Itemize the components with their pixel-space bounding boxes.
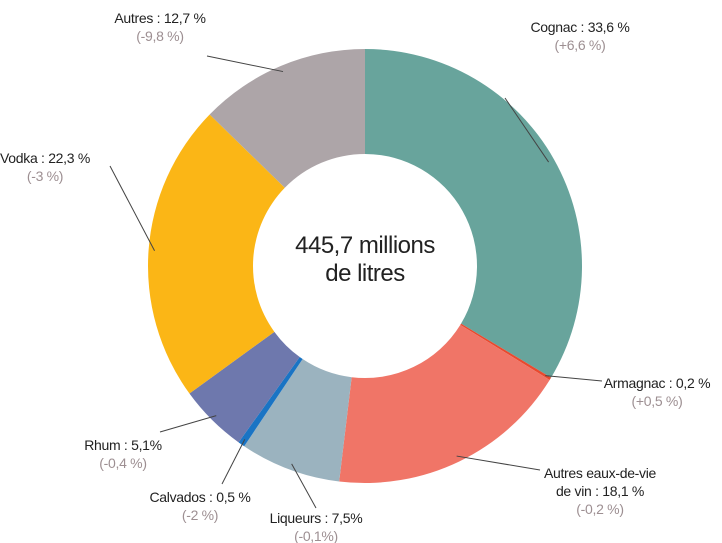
change-label: (+0,5 %) (631, 393, 683, 409)
leader-line (291, 463, 317, 509)
change-label: (-0,1%) (294, 528, 338, 543)
slice-label: Autres eaux-de-vie de vin : 18,1 % (543, 465, 657, 499)
leader-line (456, 455, 541, 471)
slice (244, 359, 352, 482)
slice-label: Calvados : 0,5 % (149, 489, 251, 505)
slice (209, 49, 365, 188)
leader-line (221, 439, 246, 485)
change-label: (-2 %) (181, 507, 219, 523)
slice (339, 324, 550, 484)
slice-label: Autres : 12,7 % (114, 10, 206, 26)
slice-label: Armagnac : 0,2 % (603, 375, 711, 391)
slice-label: Vodka : 22,3 % (0, 150, 90, 166)
leader-line (109, 165, 155, 251)
slice (189, 331, 300, 443)
leader-line (504, 97, 550, 163)
slice (365, 49, 583, 378)
leader-line (206, 55, 284, 73)
slice (460, 323, 552, 380)
slice-label: Cognac : 33,6 % (530, 19, 630, 35)
change-label: (-0,4 %) (99, 455, 147, 471)
slice-label: Liqueurs : 7,5% (269, 510, 363, 526)
change-label: (-9,8 %) (136, 28, 184, 44)
change-label: (-0,2 %) (576, 501, 624, 517)
slice-label: Rhum : 5,1% (84, 437, 162, 453)
change-label: (-3 %) (26, 168, 64, 184)
center-label: 445,7 millions de litres (295, 232, 435, 287)
slice (238, 357, 303, 447)
slice (148, 114, 285, 394)
leader-line (159, 415, 217, 433)
leader-line (545, 375, 603, 382)
change-label: (+6,6 %) (554, 37, 606, 53)
